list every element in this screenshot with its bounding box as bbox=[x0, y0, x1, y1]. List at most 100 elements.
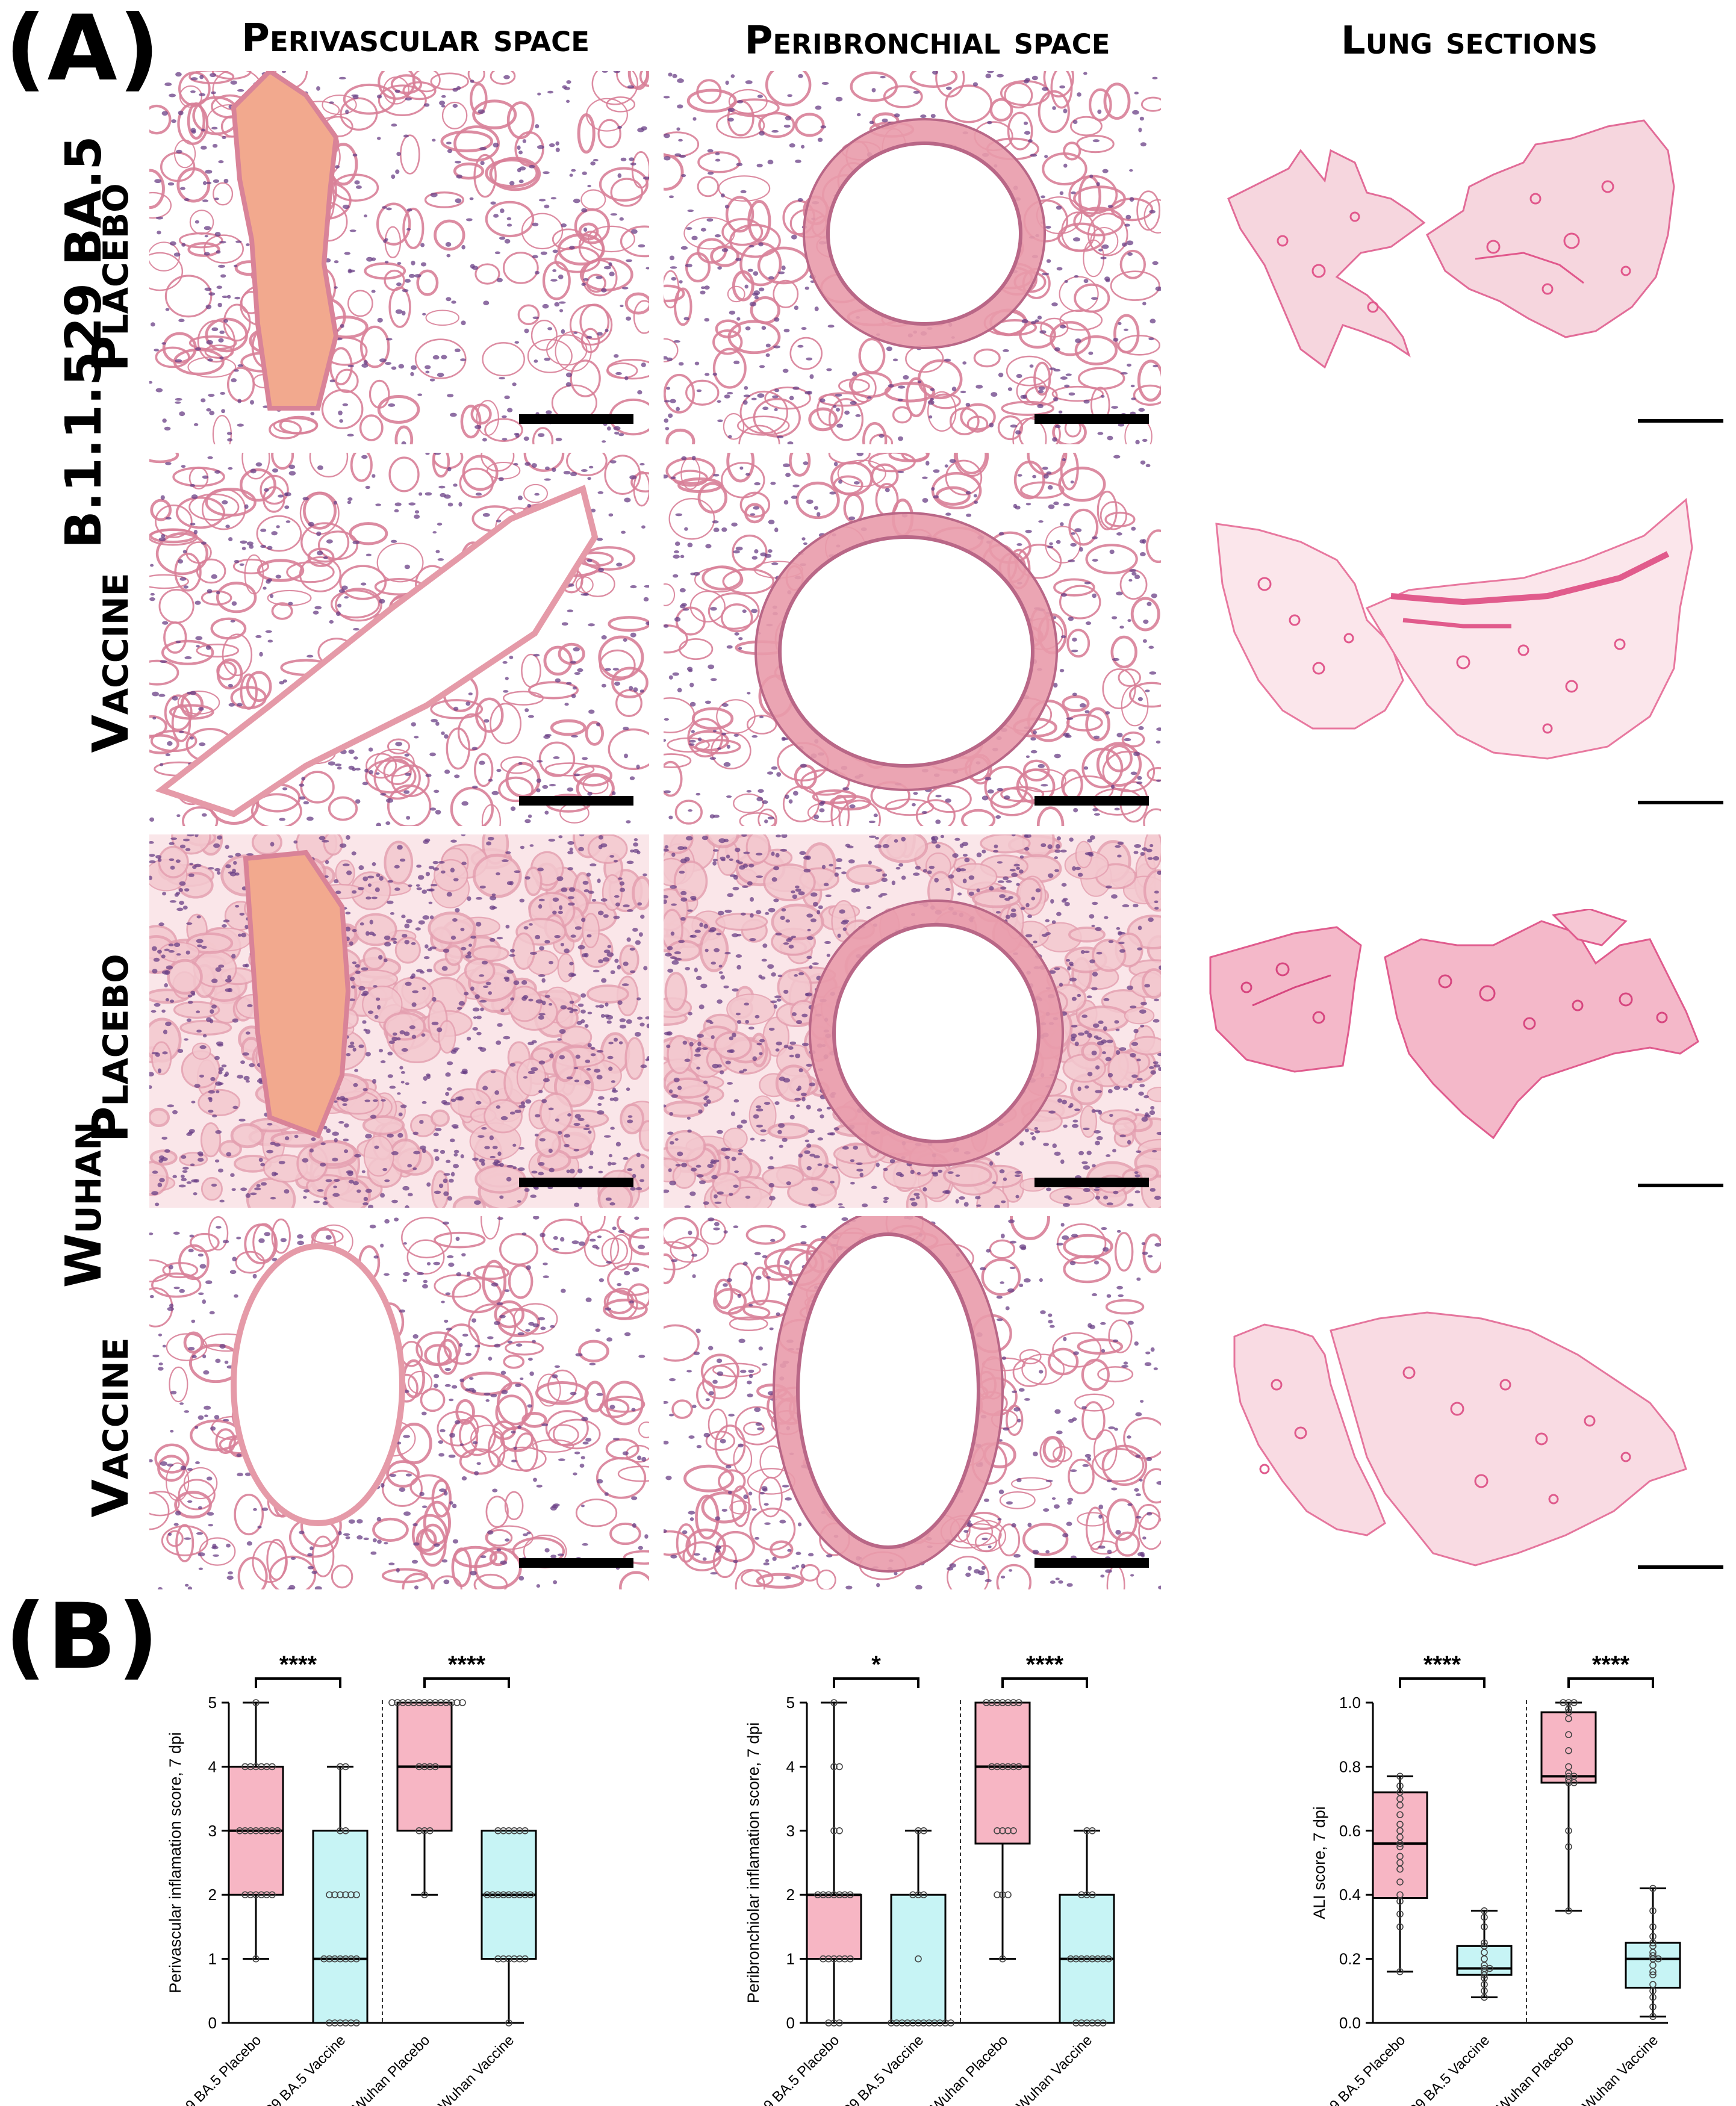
alveolus bbox=[557, 233, 605, 266]
nucleus bbox=[1049, 542, 1053, 545]
nucleus bbox=[418, 920, 425, 925]
nucleus bbox=[352, 929, 357, 933]
alveolus bbox=[532, 1439, 574, 1453]
nucleus bbox=[664, 899, 667, 904]
alveolus bbox=[586, 984, 629, 1004]
nucleus bbox=[232, 1256, 237, 1262]
alveolus bbox=[205, 488, 257, 517]
nucleus bbox=[250, 1192, 257, 1196]
nucleus bbox=[333, 1185, 337, 1188]
nucleus bbox=[994, 1204, 1000, 1208]
alveolus bbox=[632, 875, 649, 910]
nucleus bbox=[727, 117, 734, 122]
nucleus bbox=[669, 1181, 677, 1185]
nucleus bbox=[1057, 1098, 1062, 1103]
nucleus bbox=[497, 1023, 503, 1027]
nucleus bbox=[1136, 1078, 1143, 1081]
alveolus bbox=[149, 191, 172, 219]
nucleus bbox=[328, 761, 335, 766]
nucleus bbox=[548, 1107, 554, 1111]
nucleus bbox=[403, 134, 409, 138]
nucleus bbox=[629, 157, 635, 161]
nucleus bbox=[566, 80, 571, 84]
nucleus bbox=[1148, 645, 1154, 649]
nucleus bbox=[342, 1103, 347, 1107]
alveolus bbox=[945, 84, 993, 123]
nucleus bbox=[989, 1161, 994, 1166]
alveolus bbox=[155, 504, 193, 538]
alveolus bbox=[955, 453, 988, 475]
alveolus bbox=[328, 796, 358, 821]
nucleus bbox=[340, 1096, 346, 1101]
nucleus bbox=[762, 406, 769, 411]
nucleus bbox=[419, 1120, 424, 1124]
nucleus bbox=[1038, 763, 1045, 768]
nucleus bbox=[677, 1086, 682, 1090]
nucleus bbox=[995, 911, 1001, 914]
nucleus bbox=[204, 252, 210, 256]
nucleus bbox=[509, 656, 514, 659]
nucleus bbox=[199, 93, 206, 96]
nucleus bbox=[1154, 1196, 1161, 1200]
nucleus bbox=[193, 1192, 198, 1196]
nucleus bbox=[453, 1153, 458, 1157]
nucleus bbox=[1134, 1190, 1140, 1194]
nucleus bbox=[537, 145, 544, 149]
alveolus bbox=[596, 1457, 647, 1499]
nucleus bbox=[609, 855, 615, 858]
alveolus bbox=[1038, 90, 1070, 134]
nucleus bbox=[372, 1079, 376, 1084]
nucleus bbox=[461, 801, 468, 806]
nucleus bbox=[299, 783, 305, 787]
nucleus bbox=[1091, 297, 1098, 300]
alveolus bbox=[539, 1092, 573, 1134]
nucleus bbox=[208, 1090, 216, 1094]
nucleus bbox=[1118, 931, 1122, 936]
nucleus bbox=[590, 1053, 596, 1057]
nucleus bbox=[1112, 657, 1119, 661]
nucleus bbox=[574, 672, 580, 676]
nucleus bbox=[438, 1453, 445, 1457]
nucleus bbox=[558, 301, 566, 304]
nucleus bbox=[460, 358, 466, 362]
nucleus bbox=[215, 1130, 222, 1134]
nucleus bbox=[1010, 424, 1018, 428]
alveolus bbox=[362, 1115, 405, 1135]
nucleus bbox=[301, 777, 305, 781]
nucleus bbox=[749, 302, 757, 306]
nucleus bbox=[538, 1172, 544, 1176]
nucleus bbox=[354, 1069, 358, 1072]
alveolus bbox=[673, 287, 692, 326]
nucleus bbox=[165, 462, 172, 465]
nucleus bbox=[712, 1063, 719, 1069]
nucleus bbox=[959, 868, 966, 872]
nucleus bbox=[443, 1178, 448, 1184]
nucleus bbox=[962, 361, 967, 365]
nucleus bbox=[805, 992, 812, 997]
nucleus bbox=[770, 1000, 777, 1004]
nucleus bbox=[497, 1151, 502, 1157]
nucleus bbox=[213, 843, 220, 848]
nucleus bbox=[195, 636, 203, 641]
nucleus bbox=[236, 1237, 241, 1240]
nucleus bbox=[614, 682, 621, 686]
nucleus bbox=[345, 109, 349, 114]
nucleus bbox=[216, 285, 223, 289]
nucleus bbox=[717, 266, 722, 270]
nucleus bbox=[750, 913, 754, 918]
alveolus bbox=[302, 491, 337, 530]
nucleus bbox=[583, 592, 590, 596]
nucleus bbox=[991, 392, 998, 397]
nucleus bbox=[711, 961, 717, 965]
nucleus bbox=[1109, 549, 1115, 554]
panel-a-letter: (A) bbox=[5, 0, 161, 101]
nucleus bbox=[411, 1559, 418, 1564]
nucleus bbox=[1061, 883, 1067, 887]
nucleus bbox=[1129, 568, 1137, 573]
alveolus bbox=[430, 699, 484, 719]
nucleus bbox=[945, 798, 951, 803]
nucleus bbox=[169, 1303, 174, 1308]
alveolar-mesh bbox=[149, 834, 649, 1208]
nucleus bbox=[774, 527, 779, 533]
nucleus bbox=[1137, 697, 1143, 701]
